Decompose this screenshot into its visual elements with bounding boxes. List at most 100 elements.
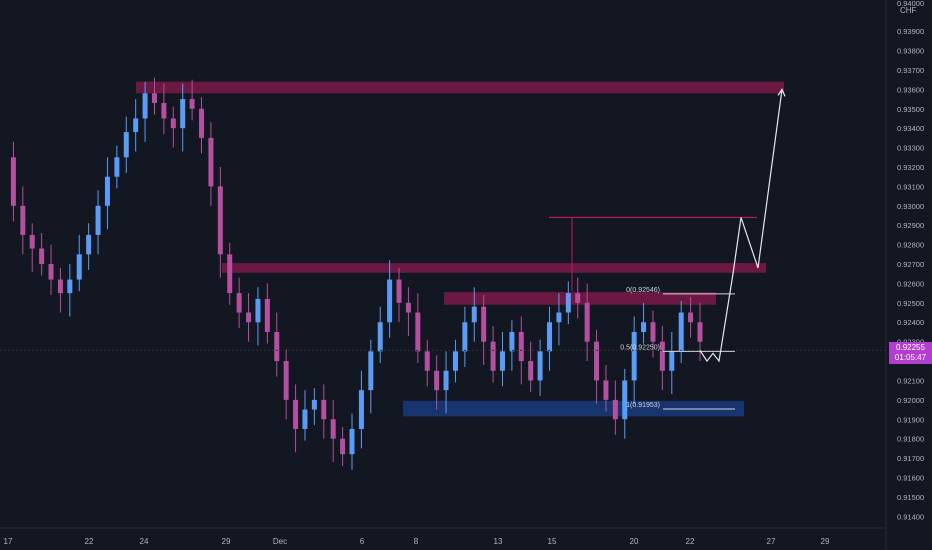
y-axis-tick-label: 0.93600 [897,85,924,94]
candle-body [471,306,477,323]
candle-body [302,409,308,429]
candle-body [255,298,261,323]
y-axis-tick-label: 0.93900 [897,27,924,36]
candle-body [499,351,505,371]
candle-body [227,254,233,294]
current-price-countdown: 01:05:47 [894,353,927,362]
candle-body [434,370,440,391]
candle-body [405,302,411,313]
candle-body [631,331,637,381]
fib-level-label: 0.5(0.92250) [620,344,660,351]
y-axis-tick-label: 0.92700 [897,260,924,269]
candle-body [509,331,515,352]
x-axis-tick-label: 24 [140,537,149,546]
y-axis-tick-label: 0.91900 [897,415,924,424]
x-axis-tick-label: Dec [273,537,287,546]
candle-body [86,234,92,255]
candle-body [57,279,63,294]
candle-body [659,341,665,371]
candle-body [528,361,534,381]
candle-body [556,312,562,323]
candle-body [199,108,205,138]
support-zone [403,400,744,417]
candle-body [594,341,600,381]
x-axis-tick-label: 29 [821,537,830,546]
y-axis-tick-label: 0.93500 [897,105,924,114]
y-axis-tick-label: 0.91600 [897,473,924,482]
resistance-zone [222,263,766,273]
candle-body [330,419,336,439]
x-axis-tick-label: 29 [222,537,231,546]
candle-body [622,380,628,420]
y-axis-tick-label: 0.93100 [897,182,924,191]
y-axis-tick-label: 0.91400 [897,512,924,521]
candle-body [142,93,148,119]
y-axis-tick-label: 0.93300 [897,144,924,153]
candle-body [678,312,684,352]
x-axis-tick-label: 22 [686,537,695,546]
candle-body [180,99,186,129]
candle-body [443,370,449,391]
lines-layer [0,216,886,351]
candle-body [20,205,26,235]
y-axis-tick-label: 0.93700 [897,66,924,75]
candle-body [396,279,402,303]
candle-body [697,322,703,342]
x-axis-tick-label: 27 [767,537,776,546]
x-axis-tick-label: 13 [494,537,503,546]
candle-body [283,361,289,400]
candle-body [236,293,242,313]
x-axis-tick-label: 22 [85,537,94,546]
y-axis-tick-label: 0.92400 [897,318,924,327]
x-axis-tick-label: 20 [630,537,639,546]
candle-body [603,380,609,400]
candle-body [584,302,590,342]
candle-body [377,322,383,352]
x-axis[interactable]: 17 22 24 29 Dec 6 8 13 15 20 22 27 29 [4,537,830,546]
candle-body [612,399,618,420]
y-axis-tick-label: 0.94000 [897,0,924,8]
candle-body [481,306,487,342]
current-price-badge: 0.92255 01:05:47 [889,342,932,364]
y-axis-tick-label: 0.92800 [897,241,924,250]
candle-body [349,428,355,455]
y-axis-tick-label: 0.92500 [897,299,924,308]
projection-path [699,89,783,363]
candle-body [293,399,299,429]
y-axis-tick-label: 0.92100 [897,376,924,385]
candle-body [170,118,176,129]
candle-body [10,157,16,206]
candle-body [29,234,35,249]
candle-body [123,132,129,158]
current-price-value: 0.92255 [896,343,925,352]
candle-body [39,248,45,265]
x-axis-tick-label: 17 [4,537,13,546]
candle-body [208,137,214,187]
candle-body [246,312,252,323]
candle-body [452,351,458,371]
y-axis-tick-label: 0.92900 [897,221,924,230]
candle-body [151,93,157,103]
candle-body [490,341,496,371]
x-axis-tick-label: 6 [360,537,365,546]
x-axis-tick-label: 8 [414,537,419,546]
candle-body [368,351,374,391]
y-axis-tick-label: 0.91700 [897,454,924,463]
candle-body [76,254,82,280]
candle-body [274,331,280,362]
candles-layer [10,77,703,470]
candle-body [161,102,167,119]
y-axis-tick-label: 0.91500 [897,493,924,502]
candle-body [48,264,54,280]
y-axis-tick-label: 0.93400 [897,124,924,133]
x-axis-tick-label: 15 [548,537,557,546]
currency-label: CHF [900,6,917,15]
y-axis-tick-label: 0.93200 [897,163,924,172]
candle-body [565,293,571,313]
candle-body [189,99,195,109]
candle-body [114,157,120,177]
y-axis-tick-label: 0.92600 [897,279,924,288]
candle-body [415,312,421,352]
y-axis-tick-label: 0.93800 [897,47,924,56]
